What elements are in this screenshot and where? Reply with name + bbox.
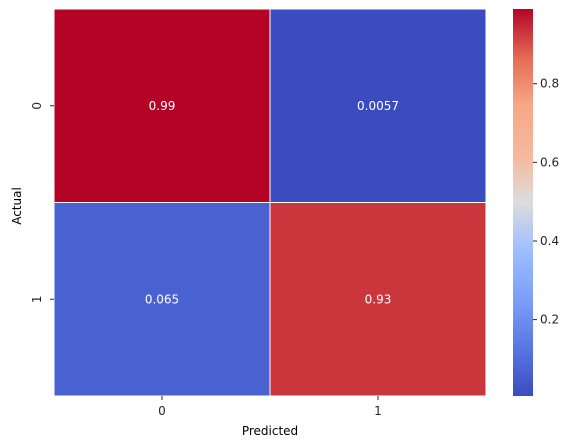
- cell-label-r1-c1: 0.93: [365, 292, 392, 306]
- colorbar-tick-label: 0.2: [540, 313, 559, 327]
- colorbar-ticks: 0.2 0.4 0.6 0.8: [533, 77, 559, 327]
- y-axis-title: Actual: [10, 187, 24, 225]
- colorbar-tick-label: 0.6: [540, 155, 559, 169]
- x-tick-label: 1: [374, 404, 382, 418]
- y-tick-label: 0: [30, 102, 44, 110]
- y-tick-label: 1: [30, 295, 44, 303]
- heatmap-cells: [53, 8, 487, 397]
- heatmap-cell-r0-c1: [269, 8, 487, 203]
- cell-label-r0-c0: 0.99: [149, 99, 176, 113]
- colorbar: [513, 9, 533, 396]
- colorbar-tick-label: 0.4: [540, 234, 559, 248]
- cell-label-r1-c0: 0.065: [145, 292, 179, 306]
- cell-label-r0-c1: 0.0057: [357, 99, 399, 113]
- x-tick-label: 0: [158, 404, 166, 418]
- x-axis-title: Predicted: [242, 424, 298, 438]
- colorbar-tick-label: 0.8: [540, 77, 559, 91]
- heatmap-cell-r1-c0: [53, 202, 271, 397]
- heatmap-cell-r1-c1: [269, 202, 487, 397]
- y-axis-ticks: 01: [30, 102, 54, 303]
- heatmap-cell-r0-c0: [53, 8, 271, 203]
- cell-annotations: 0.99 0.0057 0.065 0.93: [145, 99, 399, 307]
